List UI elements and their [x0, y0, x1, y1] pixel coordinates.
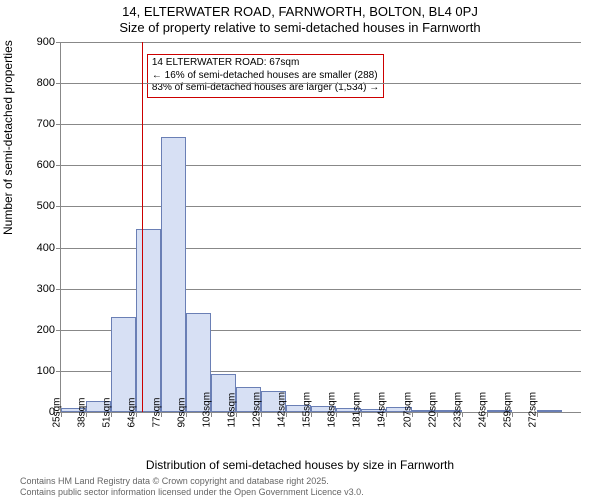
ytick-mark: [56, 206, 61, 207]
ytick-mark: [56, 371, 61, 372]
annotation-line-3: 83% of semi-detached houses are larger (…: [152, 82, 379, 95]
plot-area: 14 ELTERWATER ROAD: 67sqm ← 16% of semi-…: [60, 42, 581, 413]
ytick-mark: [56, 289, 61, 290]
gridline: [61, 83, 581, 84]
ytick-mark: [56, 165, 61, 166]
ytick-label: 400: [25, 242, 55, 254]
ytick-label: 700: [25, 118, 55, 130]
chart-title-main: 14, ELTERWATER ROAD, FARNWORTH, BOLTON, …: [0, 4, 600, 19]
ytick-label: 100: [25, 365, 55, 377]
annotation-box: 14 ELTERWATER ROAD: 67sqm ← 16% of semi-…: [147, 54, 384, 98]
ytick-mark: [56, 83, 61, 84]
marker-line: [142, 42, 143, 412]
ytick-mark: [56, 42, 61, 43]
footer-line-1: Contains HM Land Registry data © Crown c…: [20, 476, 329, 486]
ytick-mark: [56, 248, 61, 249]
x-axis-label: Distribution of semi-detached houses by …: [0, 458, 600, 472]
gridline: [61, 206, 581, 207]
gridline: [61, 42, 581, 43]
histogram-bar: [161, 137, 186, 412]
footer-line-2: Contains public sector information licen…: [20, 487, 364, 497]
chart-container: 14, ELTERWATER ROAD, FARNWORTH, BOLTON, …: [0, 0, 600, 500]
y-axis-label: Number of semi-detached properties: [1, 40, 15, 235]
ytick-mark: [56, 124, 61, 125]
ytick-label: 500: [25, 200, 55, 212]
ytick-label: 900: [25, 36, 55, 48]
annotation-line-1: 14 ELTERWATER ROAD: 67sqm: [152, 57, 379, 70]
ytick-label: 600: [25, 159, 55, 171]
ytick-label: 0: [25, 406, 55, 418]
ytick-label: 300: [25, 283, 55, 295]
ytick-mark: [56, 330, 61, 331]
ytick-label: 200: [25, 324, 55, 336]
gridline: [61, 124, 581, 125]
chart-title-sub: Size of property relative to semi-detach…: [0, 20, 600, 35]
ytick-label: 800: [25, 77, 55, 89]
histogram-bar: [537, 410, 562, 412]
histogram-bar: [136, 229, 161, 412]
annotation-line-2: ← 16% of semi-detached houses are smalle…: [152, 70, 379, 83]
gridline: [61, 165, 581, 166]
